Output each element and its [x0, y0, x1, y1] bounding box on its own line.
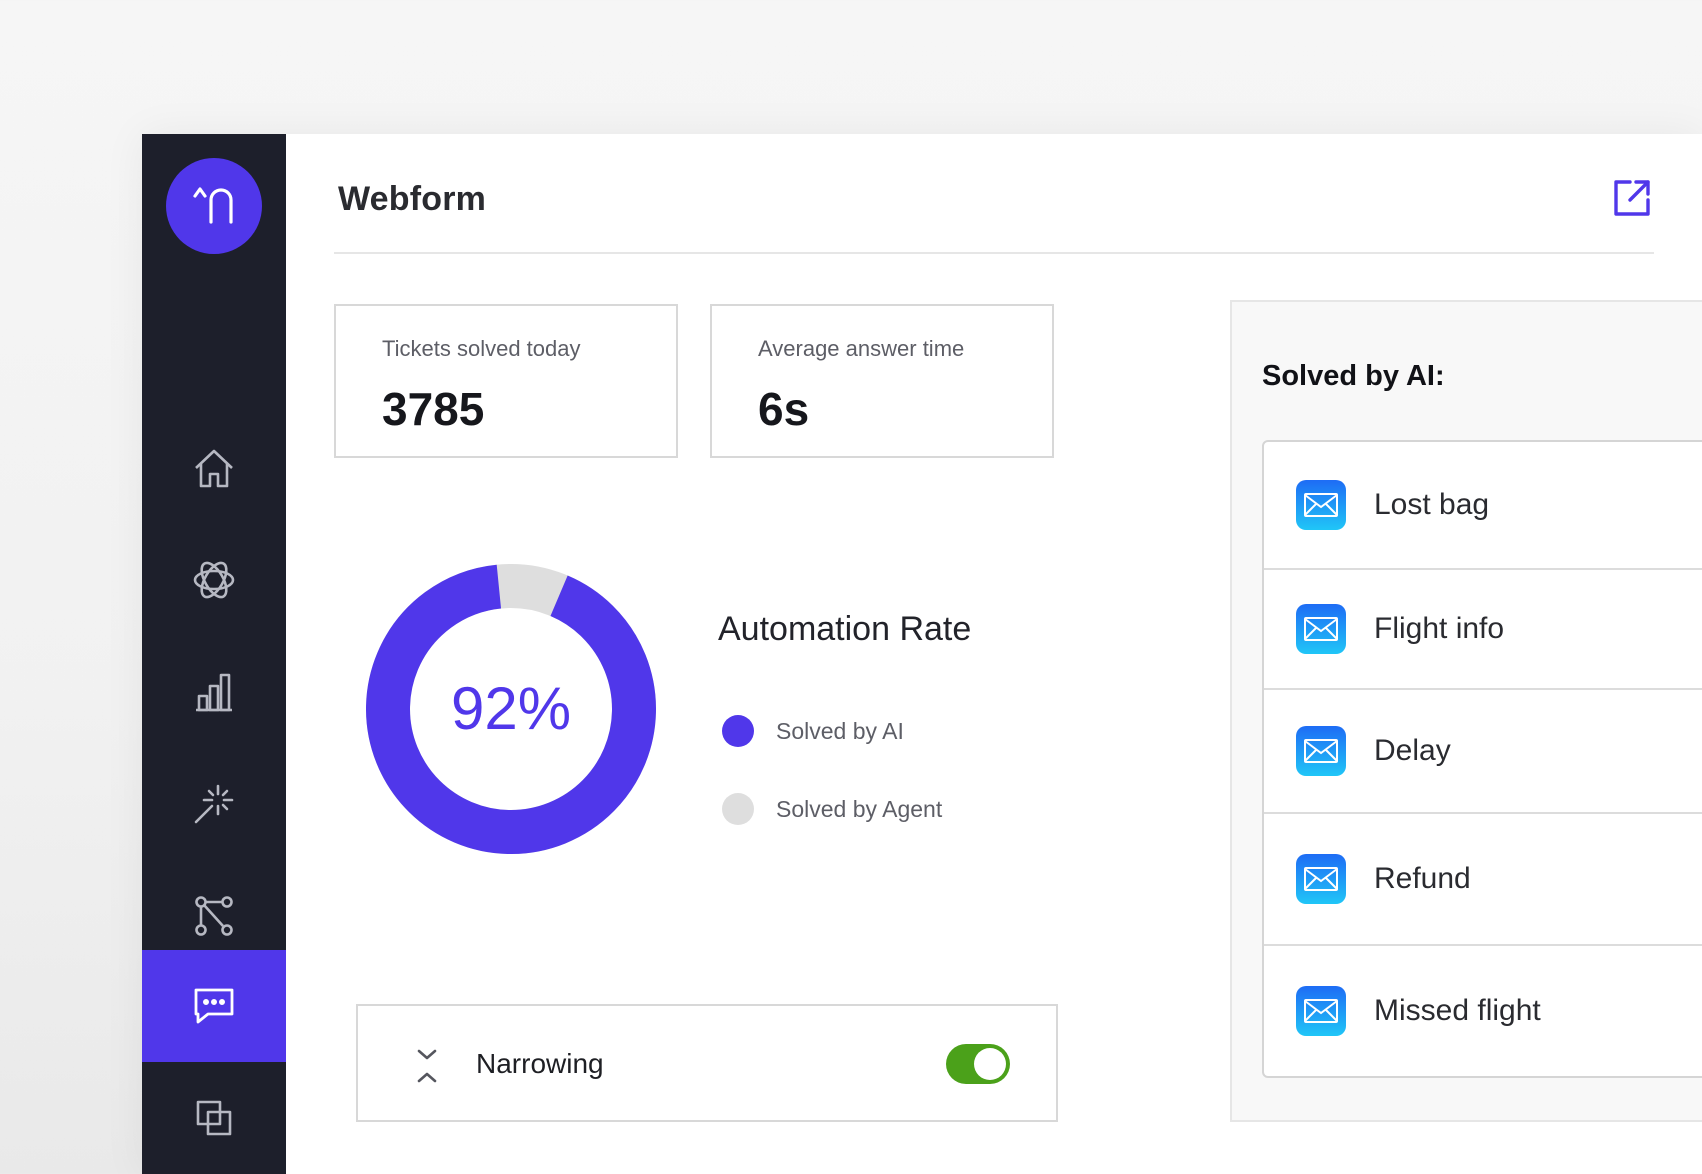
stat-label: Tickets solved today [382, 336, 581, 361]
solved-by-ai-panel: Solved by AI: Lost bag Flight info [1230, 300, 1702, 1122]
legend-item-ai: Solved by AI [722, 714, 904, 748]
open-external-icon[interactable] [1610, 176, 1654, 220]
sidebar [142, 134, 286, 1174]
narrowing-label: Narrowing [476, 1048, 604, 1079]
list-item-flight-info[interactable]: Flight info [1264, 570, 1702, 690]
mail-icon [1296, 604, 1346, 654]
narrowing-card: Narrowing [356, 1004, 1058, 1122]
list-item-refund[interactable]: Refund [1264, 814, 1702, 946]
home-icon [195, 449, 233, 488]
main-content: Webform Tickets solved today 3785 Averag… [286, 134, 1702, 1174]
mail-icon [1296, 480, 1346, 530]
automation-donut-chart [366, 564, 656, 854]
flow-nodes-icon [195, 896, 233, 936]
solved-by-ai-list: Lost bag Flight info Delay [1262, 440, 1702, 1078]
narrowing-toggle[interactable] [946, 1044, 1010, 1084]
stat-card-tickets: Tickets solved today 3785 [334, 304, 678, 458]
chat-bubble-icon [194, 988, 234, 1024]
sidebar-item-analytics[interactable] [142, 636, 286, 748]
solved-by-ai-title: Solved by AI: [1262, 360, 1445, 392]
list-item-delay[interactable]: Delay [1264, 690, 1702, 814]
legend-item-agent: Solved by Agent [722, 792, 942, 826]
sidebar-item-integrations[interactable] [142, 1062, 286, 1174]
legend-label: Solved by AI [776, 717, 904, 744]
automation-rate-title: Automation Rate [718, 610, 972, 648]
layers-icon [196, 1100, 232, 1136]
mail-icon [1296, 986, 1346, 1036]
collapse-vertical-icon[interactable] [416, 1048, 438, 1084]
stat-value: 3785 [382, 383, 485, 435]
sidebar-item-automation[interactable] [142, 748, 286, 860]
automation-rate-value: 92% [450, 675, 572, 742]
legend-dot-ai [722, 715, 754, 747]
mail-icon [1296, 726, 1346, 776]
stat-card-answer-time: Average answer time 6s [710, 304, 1054, 458]
logo[interactable] [166, 158, 262, 254]
toggle-knob [974, 1048, 1006, 1080]
stat-value: 6s [758, 383, 810, 435]
list-item-label: Lost bag [1374, 488, 1490, 521]
sidebar-item-home[interactable] [142, 412, 286, 524]
magic-wand-icon [194, 784, 234, 824]
page-title: Webform [338, 180, 487, 218]
bar-chart-icon [196, 673, 232, 712]
list-item-label: Delay [1374, 734, 1451, 767]
sidebar-item-webform[interactable] [142, 950, 286, 1062]
list-item-label: Refund [1374, 862, 1471, 895]
donut-ai-segment [366, 564, 656, 854]
list-item-label: Flight info [1374, 612, 1505, 645]
sidebar-item-flows[interactable] [142, 860, 286, 972]
list-item-label: Missed flight [1374, 994, 1541, 1027]
legend-dot-agent [722, 793, 754, 825]
list-item-lost-bag[interactable]: Lost bag [1264, 442, 1702, 570]
mail-icon [1296, 854, 1346, 904]
title-divider [334, 252, 1654, 254]
atom-icon [193, 561, 235, 599]
app-window: Webform Tickets solved today 3785 Averag… [142, 134, 1702, 1174]
legend-label: Solved by Agent [776, 795, 943, 822]
list-item-missed-flight[interactable]: Missed flight [1264, 946, 1702, 1076]
stat-label: Average answer time [758, 336, 965, 361]
underline-logo-icon [193, 187, 233, 224]
sidebar-item-ai[interactable] [142, 524, 286, 636]
